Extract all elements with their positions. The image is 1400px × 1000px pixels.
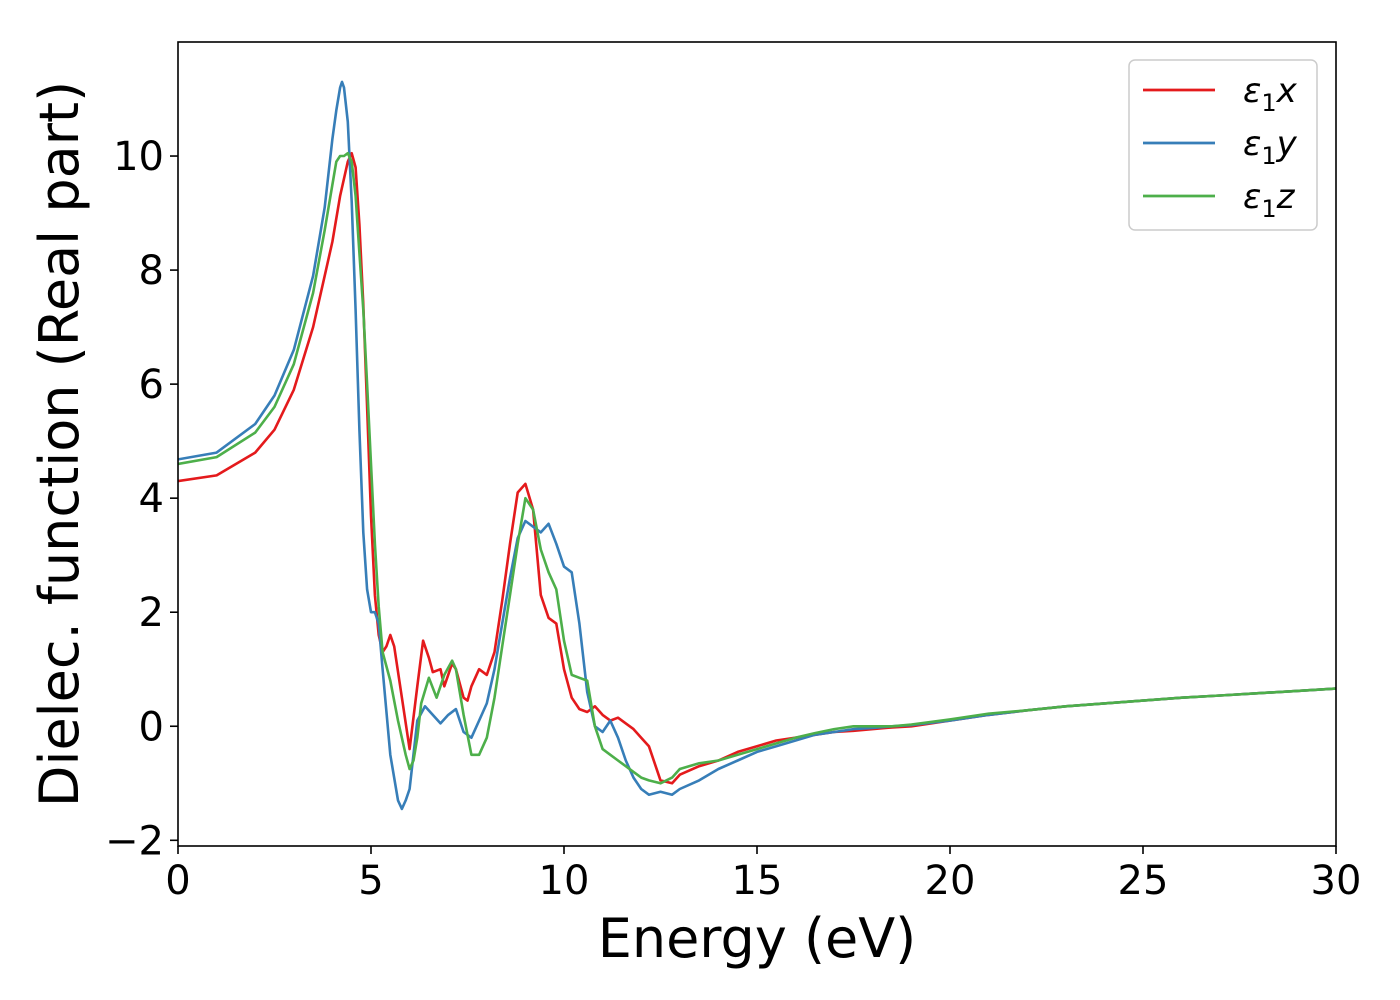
legend-box [1128,59,1318,231]
y-tick-label: −2 [105,818,164,864]
x-tick-label: 0 [165,858,190,904]
x-tick-label: 25 [1118,858,1169,904]
y-tick-label: 2 [139,590,164,636]
legend: ε1x ε1y ε1z [1128,59,1318,231]
y-tick-label: 8 [139,248,164,294]
x-tick-label: 20 [925,858,976,904]
series-line-z [178,151,1336,785]
x-axis-title: Energy (eV) [598,907,917,970]
y-tick-label: 4 [139,476,164,522]
y-tick-label: 10 [113,134,164,180]
x-tick-label: 30 [1311,858,1362,904]
y-tick-label: 6 [139,362,164,408]
series-line-y [178,80,1336,811]
x-tick-label: 5 [358,858,383,904]
y-tick-label: 0 [139,704,164,750]
legend-label-x: ε1x [1243,71,1298,117]
x-tick-label: 15 [732,858,783,904]
x-tick-label: 10 [539,858,590,904]
x-axis: 0 5 10 15 20 25 30 [165,846,1361,904]
legend-label-z: ε1z [1243,177,1296,223]
series-group [178,80,1336,811]
y-axis-title: Dielec. function (Real part) [28,81,91,807]
legend-label-y: ε1y [1243,124,1298,170]
y-axis: −2 0 2 4 6 8 10 [105,134,178,864]
